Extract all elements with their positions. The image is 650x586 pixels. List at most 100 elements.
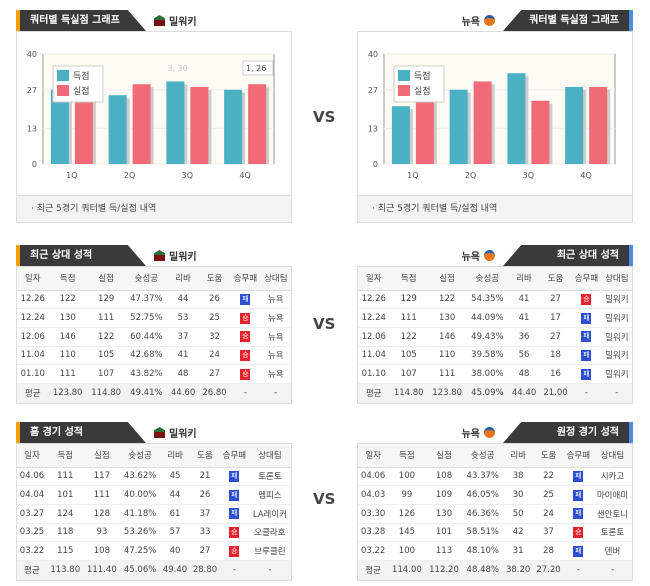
table-row: 04.06 100 108 43.37% 38 22 패 시카고	[358, 467, 632, 487]
cell: 48	[167, 364, 199, 384]
table-row: 03.22 100 113 48.10% 31 28 패 덴버	[358, 541, 632, 561]
x-tick-label: 1Q	[407, 171, 418, 180]
result-badge: 승	[240, 312, 251, 324]
average-row: 평균 114.80 123.80 45.09% 44.40 21.00- -	[358, 383, 632, 403]
cell: 32	[198, 327, 231, 347]
cell: 뉴욕	[260, 327, 291, 347]
column-header: 리바	[160, 444, 191, 468]
cell: 43.62%	[120, 467, 161, 487]
cell: 샌안토니	[592, 504, 632, 524]
team-label: 뉴욕	[462, 425, 495, 440]
cell: 100	[388, 467, 426, 487]
legend-label: 실점	[73, 85, 90, 97]
table-row: 01.10 107 111 38.00% 48 16 패 밀워키	[358, 364, 632, 384]
cell: 토론토	[592, 523, 632, 543]
column-header: 슛성공	[462, 444, 503, 468]
cell: 43.37%	[462, 467, 503, 487]
bar-실점-3Q	[531, 100, 550, 164]
cell: LA레이커	[248, 504, 291, 524]
cell: 뉴욕	[260, 290, 291, 310]
x-tick-label: 3Q	[182, 171, 193, 180]
column-header: 상대팀	[260, 267, 291, 291]
result-badge: 패	[573, 508, 584, 520]
cell: 03.27	[17, 504, 47, 524]
bucks-logo-icon	[154, 427, 165, 438]
column-header: 리바	[167, 267, 199, 291]
cell: 109	[425, 485, 463, 505]
cell: 48	[508, 364, 540, 384]
cell: 128	[83, 504, 121, 524]
cell: 27	[190, 541, 220, 561]
cell: 마이애미	[592, 485, 632, 505]
table-row: 12.24 130 111 52.75% 53 25 승 뉴욕	[17, 308, 291, 328]
section-tab: 최근 상대 성적	[503, 245, 633, 266]
bar-득점-1Q	[391, 106, 410, 164]
cell: 25	[533, 485, 564, 505]
cell: 03.28	[358, 523, 389, 543]
cell: -	[230, 383, 261, 403]
tooltip-label: 1, 26	[246, 64, 266, 73]
team-label: 뉴욕	[462, 248, 495, 263]
cell: 27.20	[533, 560, 564, 580]
cell: 38	[502, 467, 534, 487]
cell: 04.06	[358, 467, 389, 487]
cell: 57	[160, 523, 191, 543]
x-tick-label: 2Q	[124, 171, 135, 180]
cell: 146	[427, 327, 467, 347]
team-label: 밀워키	[154, 425, 197, 440]
cell: 오클라호	[248, 523, 291, 543]
x-tick-label: 3Q	[523, 171, 534, 180]
legend-swatch	[57, 70, 69, 81]
cell: 43.82%	[125, 364, 168, 384]
result-badge: 승	[573, 526, 584, 538]
bar-득점-2Q	[108, 95, 127, 164]
cell: 평균	[17, 383, 49, 403]
vs-label: VS	[313, 315, 336, 333]
cell: 111	[48, 364, 87, 384]
table-row: 04.04 101 111 40.00% 44 26 패 멤피스	[17, 485, 291, 505]
cell: 밀워키	[601, 346, 632, 366]
cell: 뉴욕	[260, 346, 291, 366]
y-tick-label: 40	[368, 50, 378, 59]
cell: 44	[160, 485, 191, 505]
table-row: 12.06 122 146 49.43% 36 27 패 밀워키	[358, 327, 632, 347]
away-recent-table: 일자 득점 실점 슛성공 리바 도움 승무패 상대팀 12.26 129 122 54.35% 41 27…	[358, 267, 632, 403]
cell: 50	[502, 504, 534, 524]
bar-실점-2Q	[132, 84, 151, 164]
knicks-logo-icon	[484, 15, 495, 26]
cell: 12.24	[17, 308, 49, 328]
cell: -	[571, 383, 602, 403]
cell: 130	[427, 308, 467, 328]
column-header: 득점	[388, 444, 426, 468]
cell: 01.10	[358, 364, 390, 384]
cell: 108	[425, 467, 463, 487]
chart-footer: · 최근 5경기 쿼터별 득/실점 내역	[17, 195, 291, 222]
table-row: 03.30 126 130 46.36% 50 24 패 샌안토니	[358, 504, 632, 524]
result-badge: 패	[573, 489, 584, 501]
cell: 118	[46, 523, 84, 543]
cell: 111	[83, 485, 121, 505]
cell: 시카고	[592, 467, 632, 487]
cell: 123.80	[427, 383, 467, 403]
cell: 11.04	[17, 346, 49, 366]
table-header-row: 일자 득점 실점 슛성공 리바 도움 승무패 상대팀	[358, 267, 632, 291]
cell: 117	[83, 467, 121, 487]
cell: 28	[533, 541, 564, 561]
cell: 105	[86, 346, 126, 366]
bar-실점-4Q	[248, 84, 267, 164]
bar-득점-3Q	[166, 81, 185, 164]
home-recent-table: 일자 득점 실점 슛성공 리바 도움 승무패 상대팀 12.26 122 129 47.37% 44 26…	[17, 267, 291, 403]
bar-득점-3Q	[507, 73, 526, 164]
cell: 114.00	[388, 560, 426, 580]
column-header: 일자	[358, 444, 389, 468]
cell: 12.06	[358, 327, 390, 347]
cell: 40	[160, 541, 191, 561]
cell: 평균	[358, 383, 390, 403]
cell: 122	[389, 327, 428, 347]
column-header: 슛성공	[125, 267, 168, 291]
home-recent-panel: 최근 상대 성적 밀워키 일자 득점 실점 슛성공 리바 도움 승무패 상대팀 12.26 122…	[16, 245, 292, 404]
column-header: 득점	[46, 444, 84, 468]
table-header-row: 일자 득점 실점 슛성공 리바 도움 승무패 상대팀	[358, 444, 632, 468]
bar-실점-1Q	[74, 95, 93, 164]
cell: -	[219, 560, 249, 580]
